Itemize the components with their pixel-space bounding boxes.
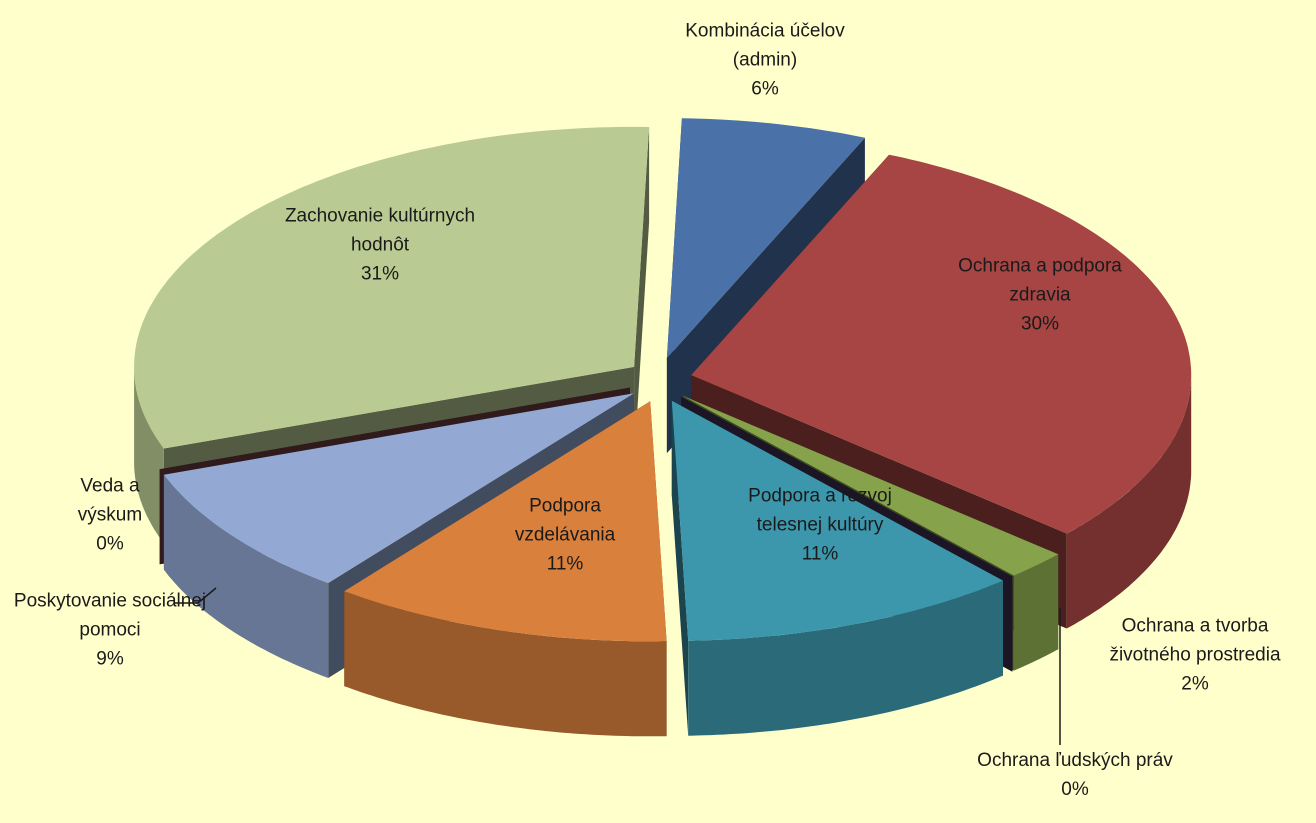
- value-label: 11%: [546, 553, 584, 575]
- slice-label: Podpora a rozvoj telesnej kultúry 11%: [720, 482, 920, 569]
- slice: [691, 154, 1192, 534]
- category-name: Veda a výskum: [77, 475, 143, 526]
- slice-wall: [344, 591, 667, 737]
- value-label: 30%: [1020, 313, 1060, 335]
- slice: [682, 395, 1059, 576]
- slice-label: Ochrana ľudských práv 0%: [975, 746, 1175, 804]
- value-label: 0%: [1061, 779, 1089, 800]
- slice: [134, 126, 650, 449]
- slice-label: Poskytovanie sociálnej pomoci 9%: [10, 587, 210, 674]
- category-name: Ochrana a tvorba životného prostredia: [1109, 615, 1281, 666]
- value-label: 0%: [96, 533, 124, 555]
- category-name: Podpora vzdelávania: [514, 495, 616, 546]
- slice-label: Zachovanie kultúrnych hodnôt 31%: [280, 202, 480, 289]
- slice-label: Podpora vzdelávania 11%: [490, 492, 640, 579]
- value-label: 31%: [360, 263, 400, 285]
- leader-line: [175, 587, 217, 604]
- value-label: 6%: [751, 78, 779, 100]
- slice-side: [634, 127, 650, 462]
- category-name: Ochrana a podpora zdravia: [958, 255, 1122, 306]
- slice: [671, 400, 1003, 641]
- slice-wall: [1066, 375, 1192, 629]
- value-label: 2%: [1181, 673, 1209, 695]
- slices: [134, 118, 1192, 737]
- slice-label: Kombinácia účelov (admin) 6%: [655, 17, 875, 104]
- value-label: 11%: [801, 543, 839, 565]
- slice-label: Ochrana a tvorba životného prostredia 2%: [1080, 612, 1310, 699]
- slice: [163, 393, 635, 583]
- slice-wall: [134, 366, 164, 544]
- category-name: Podpora a rozvoj telesnej kultúry: [748, 485, 892, 536]
- slice-side: [671, 400, 689, 736]
- slice-label: Veda a výskum 0%: [70, 472, 150, 559]
- slice-label: Ochrana a podpora zdravia 30%: [925, 252, 1155, 339]
- category-name: Kombinácia účelov (admin): [685, 20, 845, 71]
- category-name: Zachovanie kultúrnych hodnôt: [284, 205, 476, 256]
- slice-wall: [163, 474, 329, 678]
- slice: [666, 118, 865, 359]
- slice-wall: [1013, 554, 1059, 671]
- value-label: 9%: [96, 648, 124, 670]
- category-name: Ochrana ľudských práv: [977, 750, 1173, 771]
- slice: [159, 387, 630, 470]
- category-name: Poskytovanie sociálnej pomoci: [13, 590, 207, 641]
- slice: [344, 401, 667, 642]
- slice-wall: [688, 580, 1003, 736]
